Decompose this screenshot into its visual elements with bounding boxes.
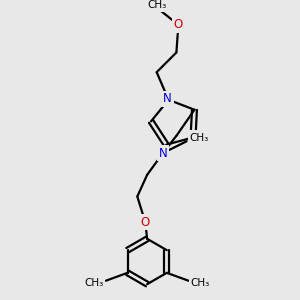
Text: O: O <box>141 216 150 229</box>
Text: N: N <box>159 147 167 160</box>
Text: CH₃: CH₃ <box>190 278 210 288</box>
Text: O: O <box>174 18 183 32</box>
Text: N: N <box>163 92 172 105</box>
Text: CH₃: CH₃ <box>85 278 104 288</box>
Text: N: N <box>190 132 200 145</box>
Text: CH₃: CH₃ <box>190 133 209 143</box>
Text: CH₃: CH₃ <box>147 0 166 10</box>
